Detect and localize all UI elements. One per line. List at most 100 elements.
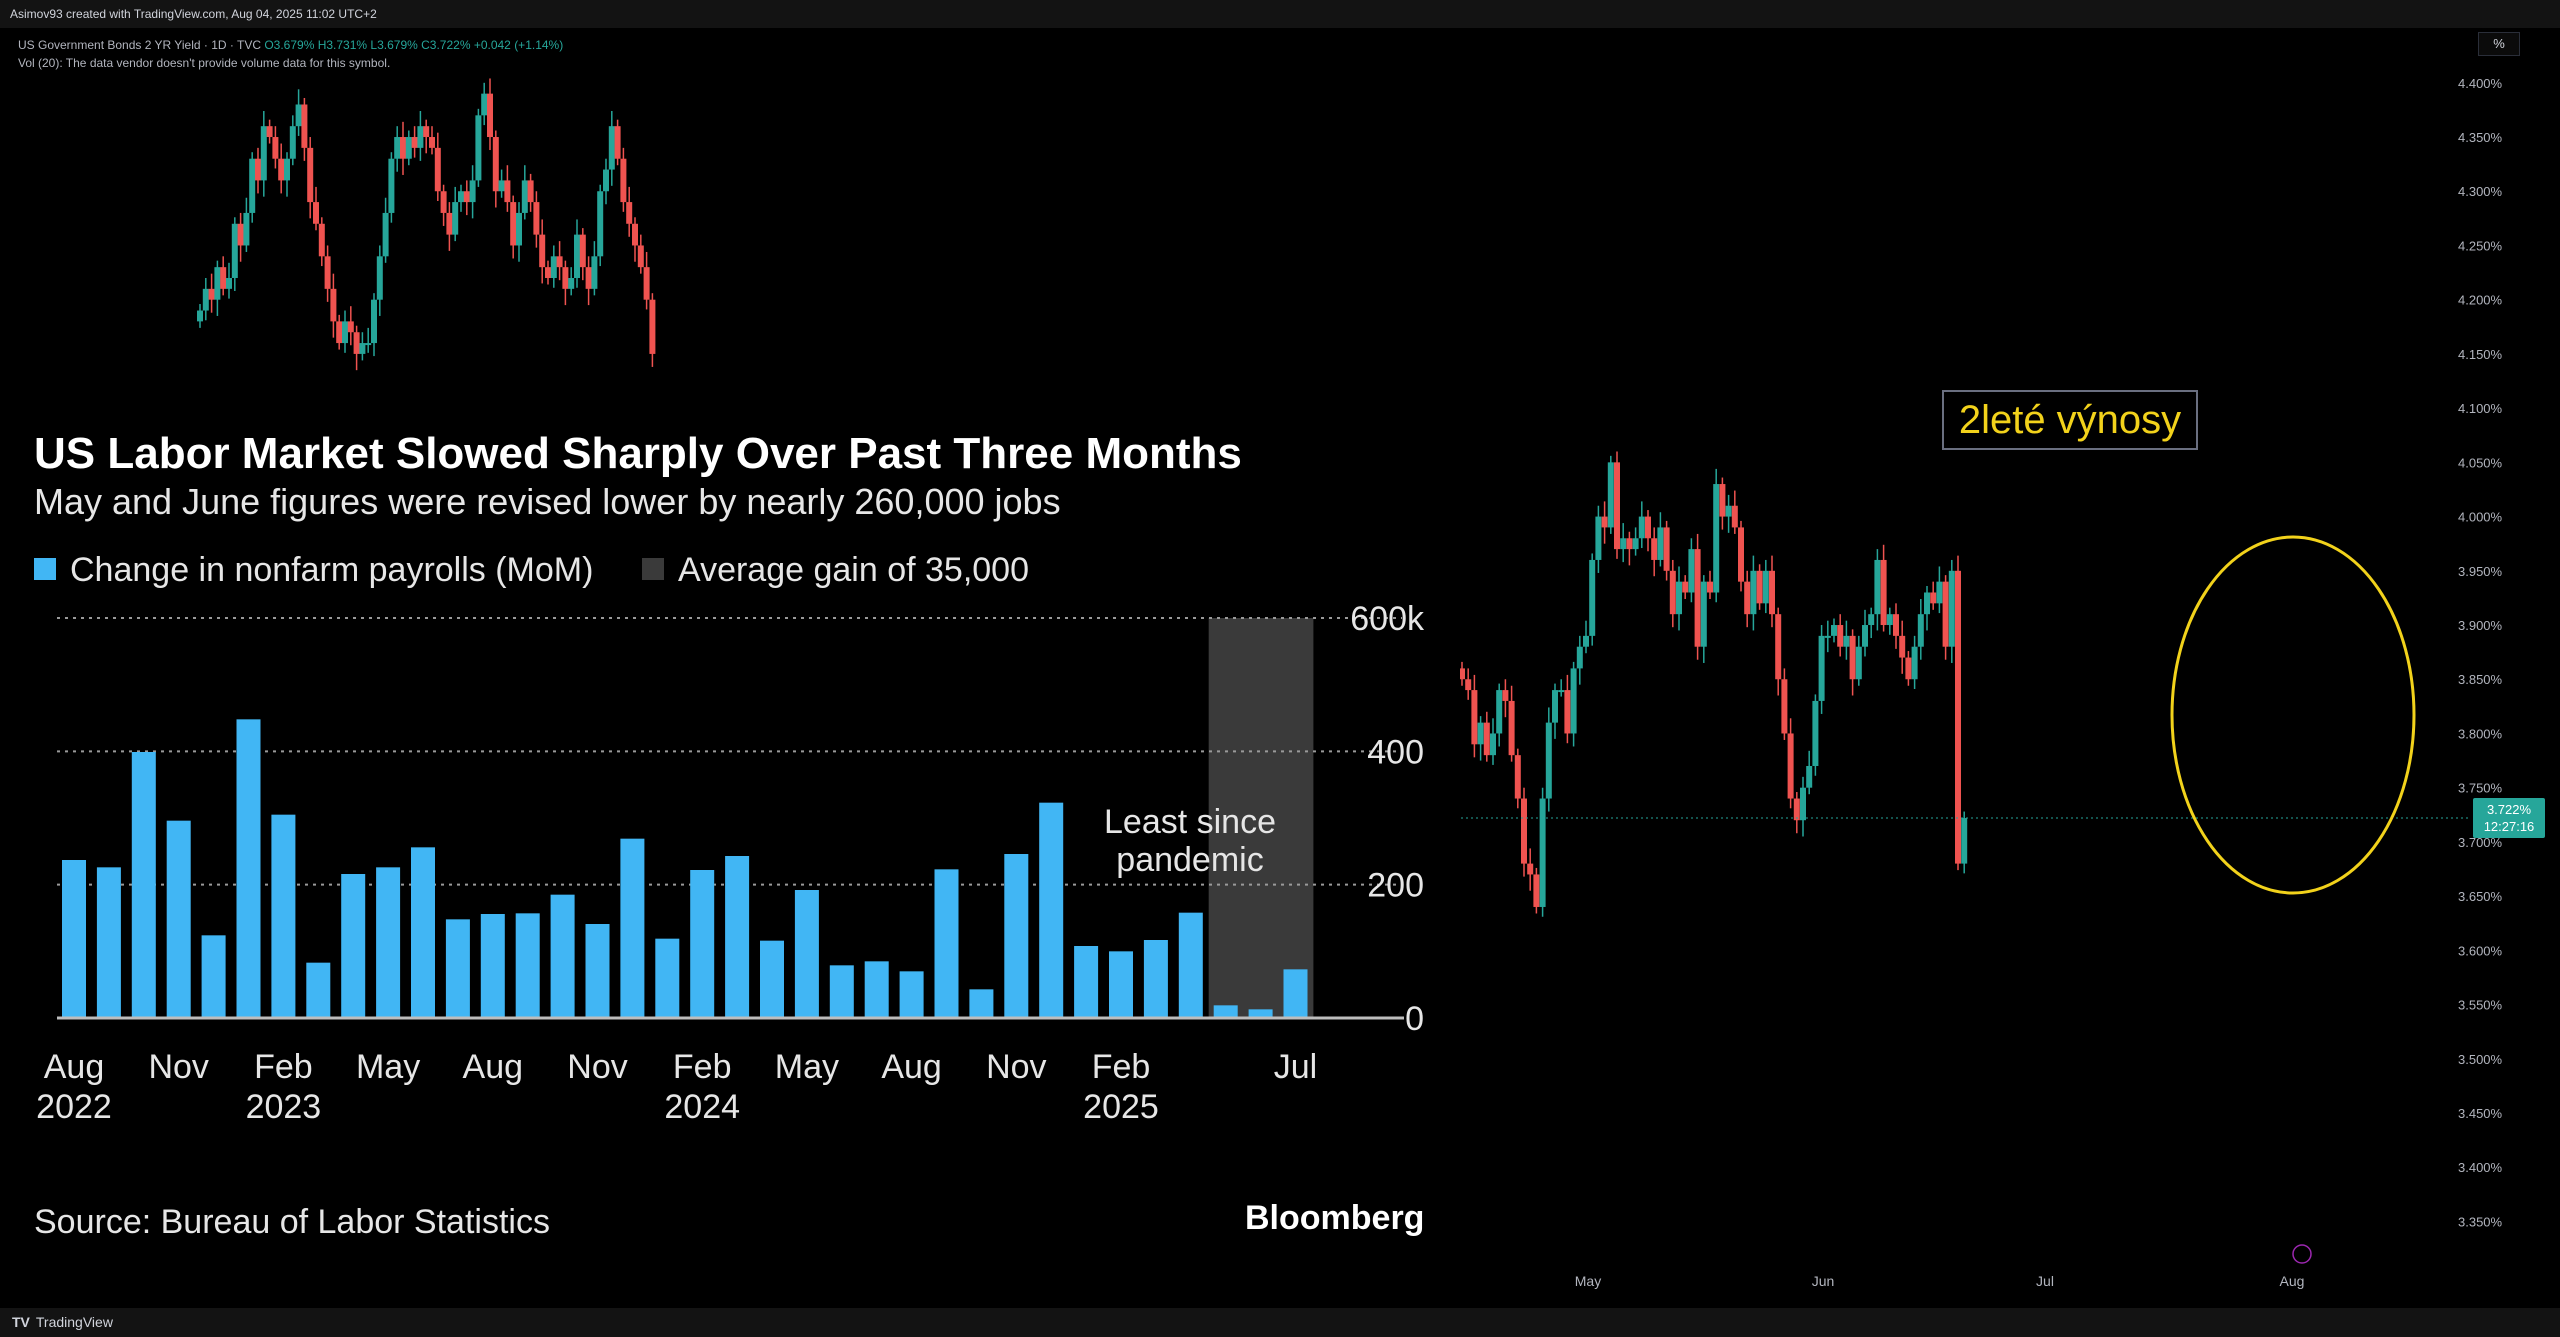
volume-note: Vol (20): The data vendor doesn't provid…: [18, 56, 391, 70]
topbar-credit: Asimov93 created with TradingView.com, A…: [10, 7, 377, 21]
candle-body: [1886, 614, 1893, 626]
candle-body: [1769, 570, 1775, 615]
price-axis-label: 4.000%: [2458, 510, 2503, 525]
candle-body: [533, 202, 540, 235]
x-axis-label: Feb: [1092, 1048, 1151, 1086]
payroll-bar: [585, 924, 610, 1018]
symbol-line[interactable]: US Government Bonds 2 YR Yield · 1D · TV…: [18, 36, 563, 54]
percent-scale-button[interactable]: %: [2478, 32, 2520, 56]
candle-body: [1688, 549, 1695, 593]
price-axis-label: 3.950%: [2458, 564, 2503, 579]
candle-body: [1731, 505, 1738, 528]
payroll-bar: [1109, 951, 1133, 1018]
time-axis-label: Aug: [2280, 1273, 2305, 1289]
candle-body: [1948, 570, 1955, 647]
candle-body: [336, 321, 343, 344]
candle-body: [272, 137, 279, 159]
price-axis-label: 3.700%: [2458, 835, 2503, 850]
candle-body: [359, 343, 366, 354]
candle-body: [1781, 679, 1788, 734]
candle-body: [1862, 625, 1868, 647]
payroll-bar: [1178, 912, 1203, 1018]
candle-body: [423, 126, 430, 138]
candle-body: [1806, 766, 1813, 788]
candle-body: [330, 288, 337, 322]
payroll-bar: [271, 814, 296, 1018]
x-axis-label: Nov: [148, 1048, 208, 1086]
payroll-bar: [411, 847, 435, 1018]
time-axis-label: Jun: [1812, 1273, 1835, 1289]
candle-body: [324, 256, 331, 289]
lightning-icon: [2292, 1244, 2312, 1264]
countdown-value: 12:27:16: [2484, 819, 2535, 834]
price-axis-label: 3.750%: [2458, 781, 2503, 796]
legend-swatch-blue: [34, 558, 56, 581]
price-axis-label: 3.650%: [2458, 889, 2503, 904]
candle-body: [446, 212, 453, 235]
candle-body: [318, 223, 325, 257]
candle-body: [1583, 635, 1589, 647]
candle-body: [220, 267, 227, 289]
candle-body: [475, 115, 482, 181]
candle-body: [1471, 690, 1478, 745]
candle-body: [452, 202, 459, 235]
x-axis-label: Feb: [254, 1048, 313, 1086]
candle-body: [614, 126, 621, 159]
candle-body: [1651, 538, 1658, 560]
source-note: Source: Bureau of Labor Statistics: [34, 1203, 550, 1241]
candle-body: [1521, 798, 1527, 864]
candle-body: [539, 234, 546, 268]
candle-body: [1496, 690, 1503, 734]
candle-body: [1924, 592, 1930, 615]
candle-body: [417, 126, 424, 148]
candle-body: [376, 256, 383, 300]
x-axis-year: 2024: [664, 1088, 740, 1126]
candle-body: [603, 169, 609, 192]
candle-body: [1750, 570, 1757, 615]
candle-body: [197, 310, 203, 322]
candle-body: [1576, 646, 1583, 669]
x-axis-year: 2025: [1083, 1088, 1159, 1126]
candle-body: [1477, 722, 1484, 745]
x-axis-year: 2023: [246, 1088, 322, 1126]
payroll-bar: [96, 867, 121, 1018]
candle-body: [1676, 581, 1682, 615]
candle-body: [1657, 527, 1664, 560]
candle-body: [1899, 635, 1906, 658]
payroll-bar: [794, 890, 819, 1018]
candle-body: [202, 288, 209, 311]
price-axis-label: 3.450%: [2458, 1106, 2503, 1121]
candle-body: [1843, 635, 1850, 647]
candle-body: [1955, 570, 1961, 864]
candle-body: [1682, 581, 1689, 593]
time-axis-label: May: [1575, 1273, 1601, 1289]
candle-body: [510, 202, 517, 246]
tradingview-brand[interactable]: TV TradingView: [12, 1308, 113, 1337]
candle-body: [1620, 538, 1627, 550]
candle-body: [226, 278, 232, 289]
candle-body: [1880, 559, 1887, 626]
candle-body: [260, 126, 267, 181]
candle-body: [1936, 581, 1943, 604]
payroll-bar: [1074, 946, 1099, 1018]
payroll-bar: [201, 935, 226, 1018]
candle-body: [1694, 549, 1701, 647]
candle-body: [649, 299, 656, 354]
candle-body: [1713, 484, 1720, 593]
candle-body: [463, 191, 470, 203]
x-axis-year: 2022: [36, 1088, 112, 1126]
candle-body: [597, 191, 604, 257]
bottom-bar: TV TradingView: [0, 1308, 2560, 1337]
price-axis-label: 3.350%: [2458, 1214, 2503, 1229]
candle-body: [1905, 657, 1912, 680]
price-axis-label: 3.550%: [2458, 998, 2503, 1013]
candle-body: [1793, 798, 1800, 821]
payroll-bar: [1283, 969, 1308, 1018]
candle-body: [394, 137, 401, 159]
candle-body: [620, 158, 627, 203]
candle-body: [1508, 700, 1515, 756]
candle-body: [458, 191, 464, 203]
candle-body: [284, 158, 290, 181]
candlestick-chart[interactable]: 4.400% 4.350% 4.300% 4.250% 4.200% 4.150% 4.10…: [0, 28, 2560, 1308]
payroll-bar: [236, 719, 261, 1018]
